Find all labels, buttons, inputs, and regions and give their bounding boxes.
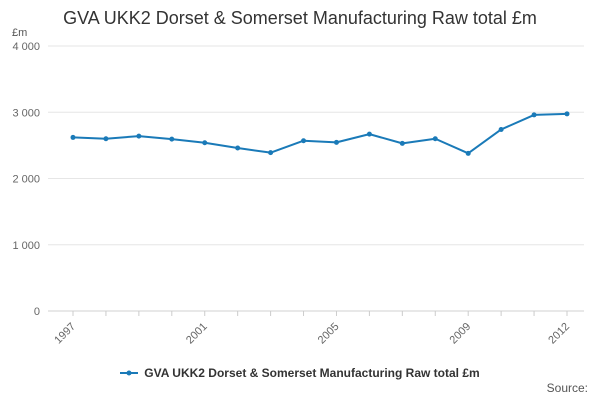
y-tick-label: 0: [34, 306, 40, 318]
data-point[interactable]: [333, 139, 339, 145]
grid-lines: [48, 45, 584, 246]
x-tick-label: 1997: [52, 321, 78, 347]
series-group: [70, 111, 570, 156]
data-point[interactable]: [169, 136, 175, 142]
chart-title: GVA UKK2 Dorset & Somerset Manufacturing…: [63, 8, 537, 28]
data-point[interactable]: [366, 131, 372, 137]
data-point[interactable]: [531, 112, 537, 118]
data-point[interactable]: [399, 140, 405, 146]
data-point[interactable]: [432, 136, 438, 142]
y-tick-label: 1 000: [12, 240, 40, 252]
data-point[interactable]: [301, 138, 307, 144]
data-point[interactable]: [564, 111, 570, 117]
y-tick-label: 3 000: [12, 107, 40, 119]
y-tick-label: 2 000: [12, 174, 40, 186]
x-axis: 1997 2001 2005 2009 2012: [48, 310, 584, 347]
data-point[interactable]: [103, 136, 109, 142]
x-tick-label: 2009: [448, 321, 474, 347]
x-tick-label: 2012: [546, 321, 572, 347]
x-tick-label: 2001: [184, 321, 210, 347]
legend-series-label: GVA UKK2 Dorset & Somerset Manufacturing…: [144, 366, 480, 380]
data-point[interactable]: [498, 126, 504, 132]
data-point[interactable]: [465, 150, 471, 156]
data-point[interactable]: [268, 150, 274, 156]
y-axis-ticks: £m 0 1 000 2 000 3 000 4 000: [12, 27, 40, 318]
data-point[interactable]: [202, 140, 208, 146]
data-point[interactable]: [235, 145, 241, 151]
x-tick-label: 2005: [316, 321, 342, 347]
data-point[interactable]: [70, 134, 76, 140]
series-line[interactable]: [72, 112, 568, 155]
legend-line-marker-icon: [120, 370, 139, 376]
data-point[interactable]: [136, 133, 142, 139]
y-tick-label: 4 000: [12, 41, 40, 53]
y-axis-unit-label: £m: [12, 27, 27, 39]
source-label: Source:: [546, 381, 588, 395]
legend[interactable]: GVA UKK2 Dorset & Somerset Manufacturing…: [0, 366, 600, 380]
